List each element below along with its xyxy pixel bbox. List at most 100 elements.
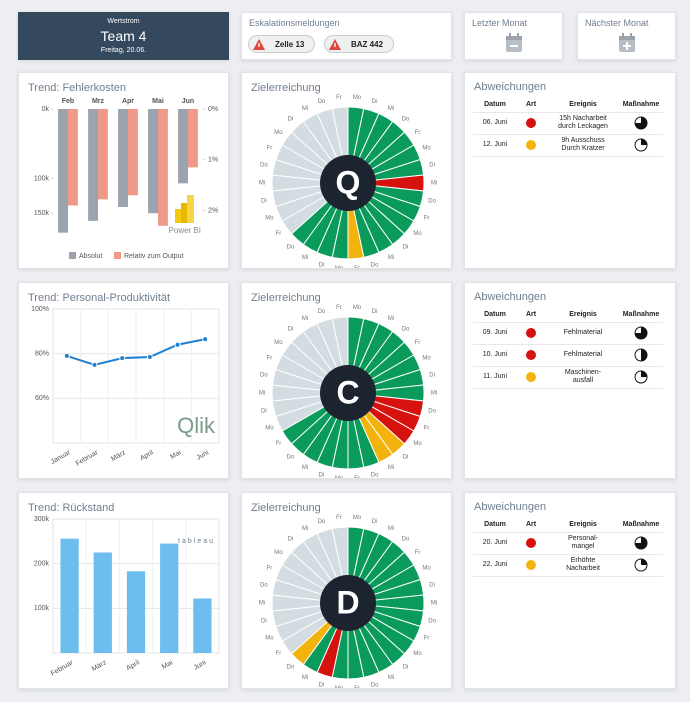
escalation-chip[interactable]: BAZ 442 [324, 35, 395, 53]
day-label: Fr [354, 266, 360, 268]
row-separator [473, 134, 663, 135]
column-header: Maßnahme [622, 101, 660, 108]
column-header: Datum [484, 311, 506, 318]
line-point [91, 361, 98, 368]
escalation-title: Eskalationsmeldungen [249, 18, 340, 28]
column-header: Art [525, 101, 537, 108]
y2-tick-label: 2% [208, 207, 218, 214]
day-label: Do [371, 472, 379, 478]
x-tick-label: Jun [182, 98, 194, 105]
next-month-card[interactable]: Nächster Monat [577, 12, 676, 60]
day-label: Do [318, 309, 326, 315]
goal-card: Zielerreichung Mo Di Mi Do Fr Mo Di Mi Do Fr Mo Di Mi… [241, 492, 452, 689]
day-label: Mi [302, 316, 308, 322]
event-cell: 15h Nacharbeit durch Leckagen [558, 115, 608, 130]
type-dot [526, 538, 536, 548]
column-header: Datum [484, 521, 506, 528]
day-label: Do [402, 327, 410, 333]
column-header: Maßnahme [622, 521, 660, 528]
x-tick-label: Mrz [92, 98, 105, 105]
header-card: Wertstrom Team 4 Freitag, 20.06. [18, 12, 229, 60]
chart-title: Zielerreichung [251, 292, 321, 304]
day-label: Mo [335, 266, 344, 268]
row-separator [473, 344, 663, 345]
day-label: Mo [413, 231, 422, 237]
day-label: Di [429, 163, 435, 169]
bar [60, 538, 79, 653]
bar [58, 109, 68, 233]
row-separator [473, 366, 663, 367]
day-label: Di [288, 117, 294, 123]
header-separator [473, 322, 663, 323]
chart-annotation: tableau [178, 538, 215, 545]
row-separator [473, 156, 663, 157]
chart-title: Trend: Fehlerkosten [28, 82, 126, 94]
calendar-plus-icon [619, 33, 635, 52]
day-label: Mi [302, 526, 308, 532]
chart-annotation: Qlik [177, 413, 216, 438]
day-label: Mi [259, 181, 265, 187]
progress-fill [635, 117, 647, 129]
y-tick-label: 100% [31, 306, 49, 313]
y-tick-label: 150k [34, 210, 50, 217]
date-cell: 06. Juni [482, 119, 508, 126]
prev-month-card[interactable]: Letzter Monat [464, 12, 563, 60]
bar [188, 109, 198, 168]
bar [88, 109, 98, 221]
day-label: Mi [431, 601, 437, 607]
chart: Trend: Personal-Produktivität 60% 80% 100% J… [28, 292, 220, 468]
chart-title: Trend: Personal-Produktivität [28, 292, 170, 304]
line-point [63, 352, 70, 359]
chart-title: Trend: Rückstand [28, 502, 114, 514]
event-cell: Fehlmaterial [563, 351, 603, 358]
chart: Zielerreichung Mo Di Mi Do Fr Mo Di Mi Do Fr Mo Di Mi… [251, 292, 437, 478]
deviation-card: Abweichungen Datum Art Ereignis Maßnahme 06. … [464, 72, 676, 269]
day-label: Mi [431, 181, 437, 187]
date-cell: 09. Juni [482, 329, 508, 336]
day-label: Di [288, 537, 294, 543]
legend-swatch [114, 252, 121, 259]
type-dot [526, 350, 536, 360]
center-circle [320, 155, 376, 211]
column-header: Art [525, 311, 537, 318]
header-label: Wertstrom [107, 18, 140, 25]
event-cell: Maschinen- ausfall [564, 369, 602, 384]
day-label: Do [428, 198, 436, 204]
day-label: Mo [353, 95, 362, 101]
column-header: Datum [484, 101, 506, 108]
day-label: Mo [353, 305, 362, 311]
date-cell: 22. Juni [482, 561, 508, 568]
day-label: Di [372, 519, 378, 525]
y2-tick-label: 1% [208, 157, 218, 164]
goal-card: Zielerreichung Mo Di Mi Do Fr Mo Di Mi Do Fr Mo Di Mi… [241, 282, 452, 479]
center-circle [320, 365, 376, 421]
column-header: Ereignis [569, 101, 597, 108]
warning-icon [253, 38, 265, 50]
day-label: Do [402, 537, 410, 543]
escalation-chip[interactable]: Zelle 13 [248, 35, 316, 53]
center-letter: Q [336, 164, 361, 200]
center-letter: C [336, 374, 359, 410]
progress-fill [641, 349, 647, 361]
day-label: Do [287, 664, 295, 670]
day-label: Fr [267, 146, 273, 152]
day-label: Mi [302, 106, 308, 112]
type-dot [526, 560, 536, 570]
day-label: Mo [335, 686, 344, 688]
row-separator [473, 576, 663, 577]
day-label: Do [318, 519, 326, 525]
line-point [174, 341, 181, 348]
day-label: Do [318, 99, 326, 105]
bar [193, 598, 212, 653]
x-tick-label: Mai [161, 659, 175, 671]
day-label: Mo [265, 426, 274, 432]
logo-bar [187, 195, 194, 223]
column-header: Maßnahme [622, 311, 660, 318]
progress-icon [634, 348, 648, 362]
deviation-card: Abweichungen Datum Art Ereignis Maßnahme 20. … [464, 492, 676, 689]
deviation-title: Abweichungen [474, 291, 547, 303]
day-label: Do [260, 373, 268, 379]
logo-bar [175, 209, 182, 223]
warning-mark [334, 42, 336, 47]
